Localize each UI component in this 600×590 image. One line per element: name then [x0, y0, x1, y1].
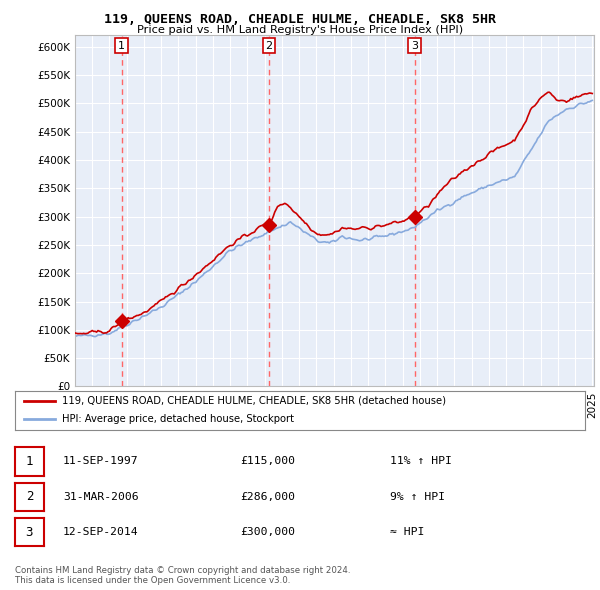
Text: 2: 2 — [265, 41, 272, 51]
Text: HPI: Average price, detached house, Stockport: HPI: Average price, detached house, Stoc… — [62, 414, 294, 424]
Text: 119, QUEENS ROAD, CHEADLE HULME, CHEADLE, SK8 5HR (detached house): 119, QUEENS ROAD, CHEADLE HULME, CHEADLE… — [62, 396, 446, 406]
Text: 119, QUEENS ROAD, CHEADLE HULME, CHEADLE, SK8 5HR: 119, QUEENS ROAD, CHEADLE HULME, CHEADLE… — [104, 13, 496, 26]
Text: £115,000: £115,000 — [240, 457, 295, 466]
Text: ≈ HPI: ≈ HPI — [390, 527, 424, 537]
Text: £286,000: £286,000 — [240, 492, 295, 502]
Text: 2: 2 — [26, 490, 33, 503]
Text: 11% ↑ HPI: 11% ↑ HPI — [390, 457, 452, 466]
Text: Contains HM Land Registry data © Crown copyright and database right 2024.
This d: Contains HM Land Registry data © Crown c… — [15, 566, 350, 585]
Text: 1: 1 — [118, 41, 125, 51]
Text: £300,000: £300,000 — [240, 527, 295, 537]
Text: 3: 3 — [411, 41, 418, 51]
Text: Price paid vs. HM Land Registry's House Price Index (HPI): Price paid vs. HM Land Registry's House … — [137, 25, 463, 35]
Text: 12-SEP-2014: 12-SEP-2014 — [63, 527, 139, 537]
Text: 1: 1 — [26, 455, 33, 468]
Text: 9% ↑ HPI: 9% ↑ HPI — [390, 492, 445, 502]
Text: 31-MAR-2006: 31-MAR-2006 — [63, 492, 139, 502]
Text: 3: 3 — [26, 526, 33, 539]
Text: 11-SEP-1997: 11-SEP-1997 — [63, 457, 139, 466]
